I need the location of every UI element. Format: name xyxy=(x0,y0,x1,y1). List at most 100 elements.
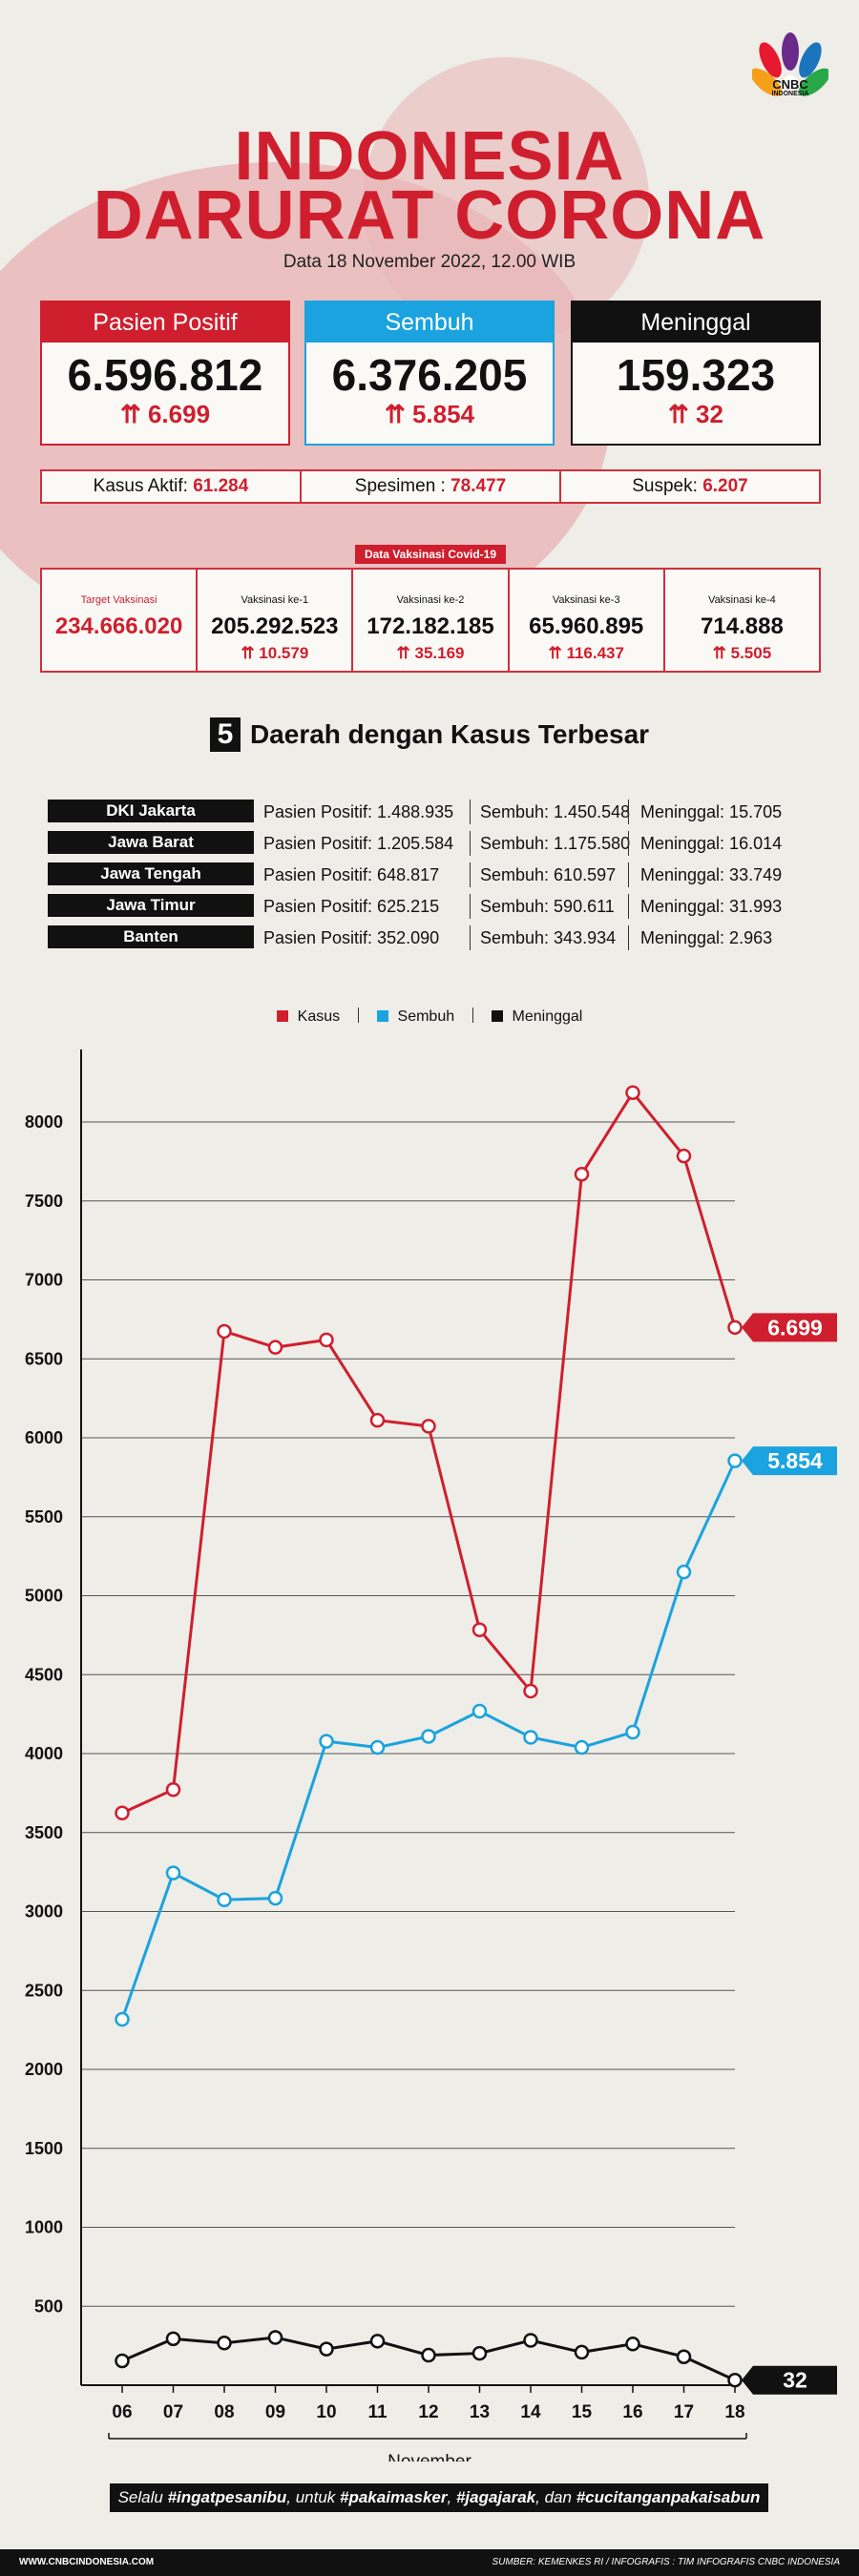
data-point xyxy=(625,1724,640,1740)
slogan-text: , xyxy=(447,2488,456,2506)
cnbc-peacock-logo xyxy=(752,32,828,96)
data-point xyxy=(165,2331,181,2347)
chart-legend: Kasus Sembuh Meninggal xyxy=(0,1008,859,1026)
stat-spesimen: Spesimen : 78.477 xyxy=(302,471,561,502)
y-tick-label: 8000 xyxy=(25,1112,63,1132)
data-point xyxy=(421,2347,436,2363)
card-delta-value: 32 xyxy=(696,400,723,428)
y-tick-label: 7000 xyxy=(25,1271,63,1290)
data-point xyxy=(676,2349,692,2364)
legend-swatch xyxy=(376,1010,388,1022)
x-tick-label: 12 xyxy=(418,2402,438,2422)
y-tick-label: 2500 xyxy=(25,1981,63,2000)
footer-bar: WWW.CNBCINDONESIA.COM SUMBER: KEMENKES R… xyxy=(0,2549,859,2576)
x-tick-label: 16 xyxy=(622,2402,642,2422)
y-tick-label: 1500 xyxy=(25,2139,63,2158)
report-date: Data 18 November 2022, 12.00 WIB xyxy=(283,252,576,272)
data-point xyxy=(523,1730,538,1745)
card-value: 6.596.812 xyxy=(67,350,263,400)
legend-swatch xyxy=(276,1010,288,1022)
data-point xyxy=(421,1729,436,1744)
region-positif: Pasien Positif: 625.215 xyxy=(263,897,440,916)
vaccination-dose-3: Vaksinasi ke-3 65.960.895 ⇈ 116.437 xyxy=(510,570,665,671)
data-point xyxy=(727,2372,743,2388)
page-title-line2: DARURAT CORONA xyxy=(93,177,766,254)
end-label-value: 6.699 xyxy=(767,1315,823,1340)
region-name: Banten xyxy=(48,925,254,948)
vaccination-panel: Target Vaksinasi 234.666.020 Vaksinasi k… xyxy=(40,568,821,673)
stats-row: Kasus Aktif: 61.284 Spesimen : 78.477 Su… xyxy=(40,469,821,504)
double-up-arrow-icon: ⇈ xyxy=(548,644,567,662)
region-name: Jawa Timur xyxy=(48,894,254,917)
legend-item-meninggal: Meninggal xyxy=(491,1008,583,1026)
stat-value: 61.284 xyxy=(193,476,249,496)
region-meninggal: Meninggal: 33.749 xyxy=(628,862,782,887)
x-tick-label: 08 xyxy=(214,2402,234,2422)
data-point xyxy=(574,1167,590,1182)
vaccination-dose-4: Vaksinasi ke-4 714.888 ⇈ 5.505 xyxy=(665,570,819,671)
section-title-text: Daerah dengan Kasus Terbesar xyxy=(249,719,650,749)
regions-section-title: 5 Daerah dengan Kasus Terbesar xyxy=(0,717,859,752)
card-pasien-positif: Pasien Positif 6.596.812 ⇈ 6.699 xyxy=(40,301,290,446)
x-tick-label: 09 xyxy=(265,2402,285,2422)
x-tick-label: 15 xyxy=(572,2402,593,2422)
vaccination-delta: ⇈ 116.437 xyxy=(510,644,663,663)
legend-label: Sembuh xyxy=(397,1008,455,1025)
y-tick-label: 3500 xyxy=(25,1823,63,1842)
region-sembuh: Sembuh: 343.934 xyxy=(470,925,616,950)
data-point xyxy=(369,1739,386,1755)
vaccination-label: Vaksinasi ke-1 xyxy=(241,594,309,606)
logo-subtext: INDONESIA xyxy=(771,91,809,97)
slogan-hashtag: #pakaimasker xyxy=(340,2488,448,2506)
region-row: Jawa Tengah Pasien Positif: 648.817 Semb… xyxy=(48,862,811,887)
region-meninggal: Meninggal: 16.014 xyxy=(628,831,782,856)
slogan-text: , untuk xyxy=(286,2488,341,2506)
x-axis-title: November xyxy=(388,2452,471,2462)
card-value: 159.323 xyxy=(616,350,776,400)
card-delta-value: 5.854 xyxy=(411,400,475,428)
vaccination-delta: ⇈ 5.505 xyxy=(665,644,819,663)
legend-item-kasus: Kasus xyxy=(276,1008,341,1026)
end-label-value: 32 xyxy=(783,2368,807,2393)
vaccination-value: 172.182.185 xyxy=(367,613,494,639)
data-point xyxy=(676,1564,692,1580)
vaccination-label: Vaksinasi ke-4 xyxy=(708,594,776,606)
vaccination-delta: ⇈ 35.169 xyxy=(353,644,507,663)
x-tick-label: 07 xyxy=(163,2402,183,2422)
x-tick-label: 11 xyxy=(367,2402,388,2422)
data-point xyxy=(319,1332,334,1348)
data-point xyxy=(471,2345,488,2361)
vaccination-dose-2: Vaksinasi ke-2 172.182.185 ⇈ 35.169 xyxy=(353,570,510,671)
region-positif: Pasien Positif: 352.090 xyxy=(263,928,440,947)
region-positif: Pasien Positif: 1.488.935 xyxy=(263,802,454,821)
vaccination-label: Target Vaksinasi xyxy=(80,594,157,606)
slogan-hashtag: #ingatpesanibu xyxy=(167,2488,287,2506)
data-point xyxy=(165,1781,181,1797)
slogan-hashtag: #jagajarak xyxy=(455,2488,536,2506)
card-delta: ⇈ 6.699 xyxy=(42,400,288,428)
data-point xyxy=(523,1683,538,1699)
data-point xyxy=(267,1890,283,1906)
double-up-arrow-icon: ⇈ xyxy=(384,400,412,428)
data-point xyxy=(217,1892,232,1908)
card-delta-value: 6.699 xyxy=(147,400,211,428)
vaccination-delta-value: 35.169 xyxy=(414,644,465,662)
region-sembuh: Sembuh: 1.175.580 xyxy=(470,831,630,856)
data-point xyxy=(523,2333,538,2348)
y-tick-label: 7500 xyxy=(25,1192,63,1211)
slogan-hashtag: #cucitanganpakaisabun xyxy=(576,2488,761,2506)
legend-item-sembuh: Sembuh xyxy=(376,1008,455,1026)
x-tick-label: 06 xyxy=(112,2402,132,2422)
logo-text: CNBC xyxy=(772,77,808,92)
region-meninggal: Meninggal: 31.993 xyxy=(628,894,782,919)
data-point xyxy=(267,2330,283,2345)
region-meninggal: Meninggal: 15.705 xyxy=(628,800,782,824)
data-point xyxy=(369,1412,386,1428)
y-tick-label: 4000 xyxy=(25,1744,63,1763)
vaccination-delta-value: 116.437 xyxy=(566,644,624,662)
end-label-tag xyxy=(742,1446,837,1476)
y-tick-label: 2000 xyxy=(25,2060,63,2079)
legend-label: Meninggal xyxy=(512,1008,583,1025)
y-tick-label: 6000 xyxy=(25,1428,63,1447)
legend-label: Kasus xyxy=(297,1008,341,1025)
